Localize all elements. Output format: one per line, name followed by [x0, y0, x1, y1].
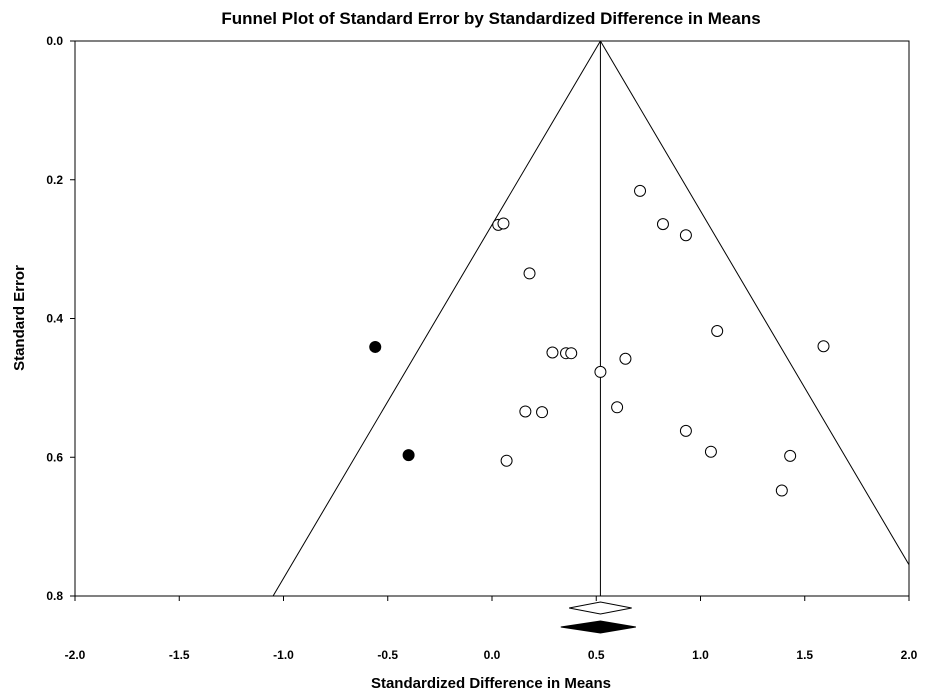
study-point: [784, 449, 797, 462]
summary-diamonds: [560, 601, 636, 634]
study-point: [711, 324, 724, 337]
x-tick-label: 0.5: [588, 648, 605, 662]
y-tick-label: 0.4: [46, 312, 63, 326]
study-point: [679, 424, 692, 437]
study-points: [369, 184, 830, 497]
y-tick-label: 0.6: [46, 450, 63, 464]
study-point: [546, 346, 559, 359]
x-tick-label: 0.0: [484, 648, 501, 662]
y-axis: 0.0 0.2 0.4 0.6 0.8: [46, 34, 75, 603]
study-point: [704, 445, 717, 458]
funnel-right-line: [599, 40, 910, 566]
y-tick-label: 0.0: [46, 34, 63, 48]
study-point: [611, 401, 624, 414]
study-point: [519, 405, 532, 418]
x-tick-label: -2.0: [65, 648, 86, 662]
funnel-left-line: [272, 40, 601, 597]
x-axis-label: Standardized Difference in Means: [371, 675, 611, 692]
study-point: [679, 229, 692, 242]
study-point: [565, 347, 578, 360]
study-point: [536, 406, 549, 419]
imputed-study-point: [369, 340, 382, 353]
adjusted-summary-diamond: [560, 620, 636, 634]
x-tick-label: 1.5: [796, 648, 813, 662]
study-point: [817, 340, 830, 353]
x-tick-label: 2.0: [901, 648, 918, 662]
study-point: [634, 184, 647, 197]
x-tick-label: 1.0: [692, 648, 709, 662]
y-tick-label: 0.8: [46, 589, 63, 603]
study-point: [619, 352, 632, 365]
x-tick-label: -0.5: [377, 648, 398, 662]
imputed-study-point: [402, 449, 415, 462]
study-point: [497, 217, 510, 230]
x-axis: -2.0 -1.5 -1.0 -0.5 0.0 0.5 1.0 1.5 2.0: [65, 596, 918, 662]
study-point: [500, 454, 513, 467]
x-tick-label: -1.5: [169, 648, 190, 662]
chart-title: Funnel Plot of Standard Error by Standar…: [221, 9, 760, 28]
study-point: [594, 365, 607, 378]
y-axis-label: Standard Error: [11, 265, 28, 371]
x-tick-label: -1.0: [273, 648, 294, 662]
y-tick-label: 0.2: [46, 173, 63, 187]
plot-frame: [74, 40, 910, 597]
study-point: [523, 267, 536, 280]
observed-summary-diamond: [569, 601, 632, 615]
study-point: [775, 484, 788, 497]
study-point: [656, 218, 669, 231]
funnel-lines: [272, 40, 910, 597]
